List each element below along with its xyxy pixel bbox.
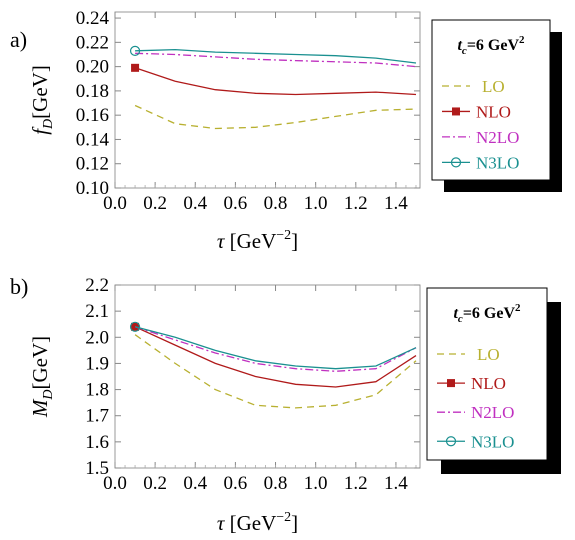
x-axis-label-unit: [GeV (230, 229, 277, 253)
x-tick-label: 1.0 (304, 193, 328, 214)
legend-label-nlo: NLO (476, 102, 511, 121)
x-tick-label: 0.8 (264, 473, 288, 494)
series-marker-n3lo (129, 321, 141, 332)
legend-marker-nlo (447, 379, 455, 388)
y-tick-label: 1.6 (85, 432, 109, 453)
y-axis-label-sub: D (41, 390, 56, 401)
x-axis-label: τ [GeV−2] (217, 228, 298, 253)
series-marker-n3lo (129, 45, 141, 56)
legend-marker-n3lo (445, 436, 457, 447)
series-line-lo (134, 104, 417, 130)
y-tick-label: 1.7 (85, 406, 109, 427)
y-tick-label: 0.22 (76, 32, 109, 53)
legend-title-t: t (453, 305, 458, 322)
y-axis-label-sub: D (41, 119, 56, 130)
y-tick-label: 0.14 (76, 129, 110, 150)
x-tick-label: 0.6 (224, 473, 248, 494)
series-line-n2lo (135, 52, 417, 68)
x-axis-label-close: ] (291, 229, 298, 253)
legend: tc=6 GeV2 LO NLO N2LO N3LO (431, 19, 562, 192)
legend-label-lo: LO (482, 77, 505, 96)
x-tick-label: 0.4 (183, 193, 207, 214)
plot-frame (114, 284, 421, 469)
x-tick-label: 0.2 (143, 473, 167, 494)
legend-marker-nlo (452, 107, 460, 116)
x-tick-label: 0.8 (264, 193, 288, 214)
panel-a: a) 0.0 0.2 0.4 0.6 0.8 1.0 1.2 1.4 0.10 0.12 0.14 0.… (10, 8, 562, 253)
x-tick-label: 1.0 (304, 473, 328, 494)
y-tick-label: 0.16 (76, 105, 109, 126)
y-axis-label: MD[GeV] (28, 336, 56, 418)
x-axis-label-unit: [GeV (230, 511, 277, 535)
legend: tc=6 GeV2 LO NLO N2LO N3LO (426, 287, 561, 474)
legend-box (431, 19, 551, 181)
legend-label-n3lo: N3LO (471, 432, 514, 451)
panel-b: b) 0.0 0.2 0.4 0.6 0.8 1.0 1.2 1.4 1.5 1.6 1.7 1.8 1.… (10, 274, 561, 535)
y-tick-label: 1.5 (85, 458, 109, 479)
x-tick-label: 0.0 (103, 473, 127, 494)
legend-label-n3lo: N3LO (476, 153, 519, 172)
y-tick-label: 0.20 (76, 57, 109, 78)
panel-label: b) (10, 274, 28, 299)
y-tick-label: 2.1 (85, 301, 109, 322)
x-tick-label: 0.2 (143, 193, 167, 214)
y-axis-label-unit: [GeV] (28, 65, 52, 119)
legend-title: tc=6 GeV2 (457, 34, 525, 57)
x-axis-label: τ [GeV−2] (217, 510, 298, 535)
x-tick-label: 1.2 (344, 193, 368, 214)
y-axis-label: fD[GeV] (28, 65, 56, 135)
y-tick-label: 1.8 (85, 380, 109, 401)
x-axis-label-main: τ (217, 229, 226, 253)
x-tick-label: 0.0 (103, 193, 127, 214)
series-line-nlo (134, 326, 417, 388)
legend-title-sub: c (458, 313, 463, 325)
x-axis-label-exp: −2 (276, 228, 291, 243)
legend-label-n2lo: N2LO (471, 403, 514, 422)
x-axis-label-close: ] (291, 511, 298, 535)
y-axis-label-main: M (28, 398, 52, 418)
y-tick-label: 0.18 (76, 81, 109, 102)
series-line-n3lo (134, 326, 417, 370)
plot-frame (114, 11, 421, 189)
y-tick-label: 0.12 (76, 154, 109, 175)
y-axis-label-main: f (28, 126, 52, 135)
x-tick-label: 1.4 (384, 473, 408, 494)
legend-marker-n3lo (450, 157, 462, 168)
series-line-lo (134, 334, 417, 409)
series-marker-nlo (131, 63, 140, 72)
x-tick-label: 1.4 (384, 193, 408, 214)
y-tick-label: 2.2 (85, 275, 109, 296)
x-tick-label: 0.6 (224, 193, 248, 214)
x-axis-label-exp: −2 (276, 510, 291, 525)
panel-label: a) (10, 27, 27, 52)
y-tick-label: 0.24 (76, 8, 110, 29)
y-tick-label: 2.0 (85, 327, 109, 348)
x-axis-label-main: τ (217, 511, 226, 535)
y-tick-label: 0.10 (76, 178, 109, 199)
legend-title-rest: =6 GeV (467, 37, 520, 54)
legend-label-nlo: NLO (471, 374, 506, 393)
legend-title: tc=6 GeV2 (453, 302, 521, 325)
legend-title-exp: 2 (515, 302, 521, 314)
legend-label-lo: LO (477, 345, 500, 364)
y-tick-label: 1.9 (85, 353, 109, 374)
series-line-n2lo (134, 326, 417, 372)
y-axis-label-unit: [GeV] (28, 336, 52, 390)
series-line-n3lo (135, 48, 417, 64)
legend-title-sub: c (462, 45, 467, 57)
legend-label-n2lo: N2LO (476, 128, 519, 147)
series-line-nlo (134, 67, 417, 96)
legend-title-rest: =6 GeV (463, 305, 516, 322)
series-marker-nlo (131, 322, 140, 331)
x-tick-label: 0.4 (183, 473, 207, 494)
legend-title-t: t (457, 37, 462, 54)
x-tick-label: 1.2 (344, 473, 368, 494)
legend-box (426, 287, 548, 461)
legend-title-exp: 2 (519, 34, 525, 46)
